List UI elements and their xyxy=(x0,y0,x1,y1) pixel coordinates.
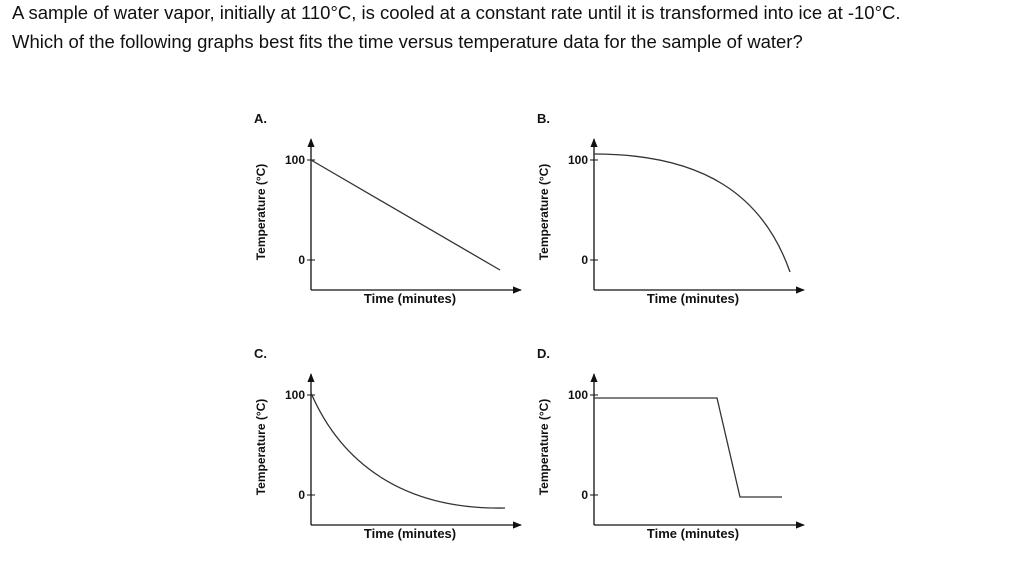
y-axis-label: Temperature (°C) xyxy=(254,164,268,261)
tick-label: 0 xyxy=(581,253,588,267)
graph: C. Temperature (°C) Time (minutes) 100 0 xyxy=(254,346,522,541)
graph: A. Temperature (°C) Time (minutes) 100 0 xyxy=(254,111,522,306)
tick-label: 100 xyxy=(285,153,305,167)
y-axis-label: Temperature (°C) xyxy=(537,399,551,496)
curve xyxy=(310,392,506,509)
x-axis-label: Time (minutes) xyxy=(647,291,739,306)
x-axis-label: Time (minutes) xyxy=(647,526,739,541)
tick-label: 100 xyxy=(568,153,588,167)
x-axis-label: Time (minutes) xyxy=(364,291,456,306)
option-letter: C. xyxy=(254,346,267,361)
tick-label: 0 xyxy=(298,488,305,502)
y-axis-label: Temperature (°C) xyxy=(537,164,551,261)
curve xyxy=(593,153,791,273)
curve xyxy=(594,397,782,498)
tick-label: 100 xyxy=(568,388,588,402)
x-axis-label: Time (minutes) xyxy=(364,526,456,541)
tick-label: 0 xyxy=(581,488,588,502)
y-axis-label: Temperature (°C) xyxy=(254,399,268,496)
option-letter: B. xyxy=(537,111,550,126)
question-line: A sample of water vapor, initially at 11… xyxy=(12,2,901,23)
tick-label: 0 xyxy=(298,253,305,267)
question-line: Which of the following graphs best fits … xyxy=(12,31,803,52)
curve xyxy=(310,159,501,271)
graph: B. Temperature (°C) Time (minutes) 100 0 xyxy=(537,111,805,306)
graph: D. Temperature (°C) Time (minutes) 100 0 xyxy=(537,346,805,541)
tick-label: 100 xyxy=(285,388,305,402)
option-letter: D. xyxy=(537,346,550,361)
option-letter: A. xyxy=(254,111,267,126)
